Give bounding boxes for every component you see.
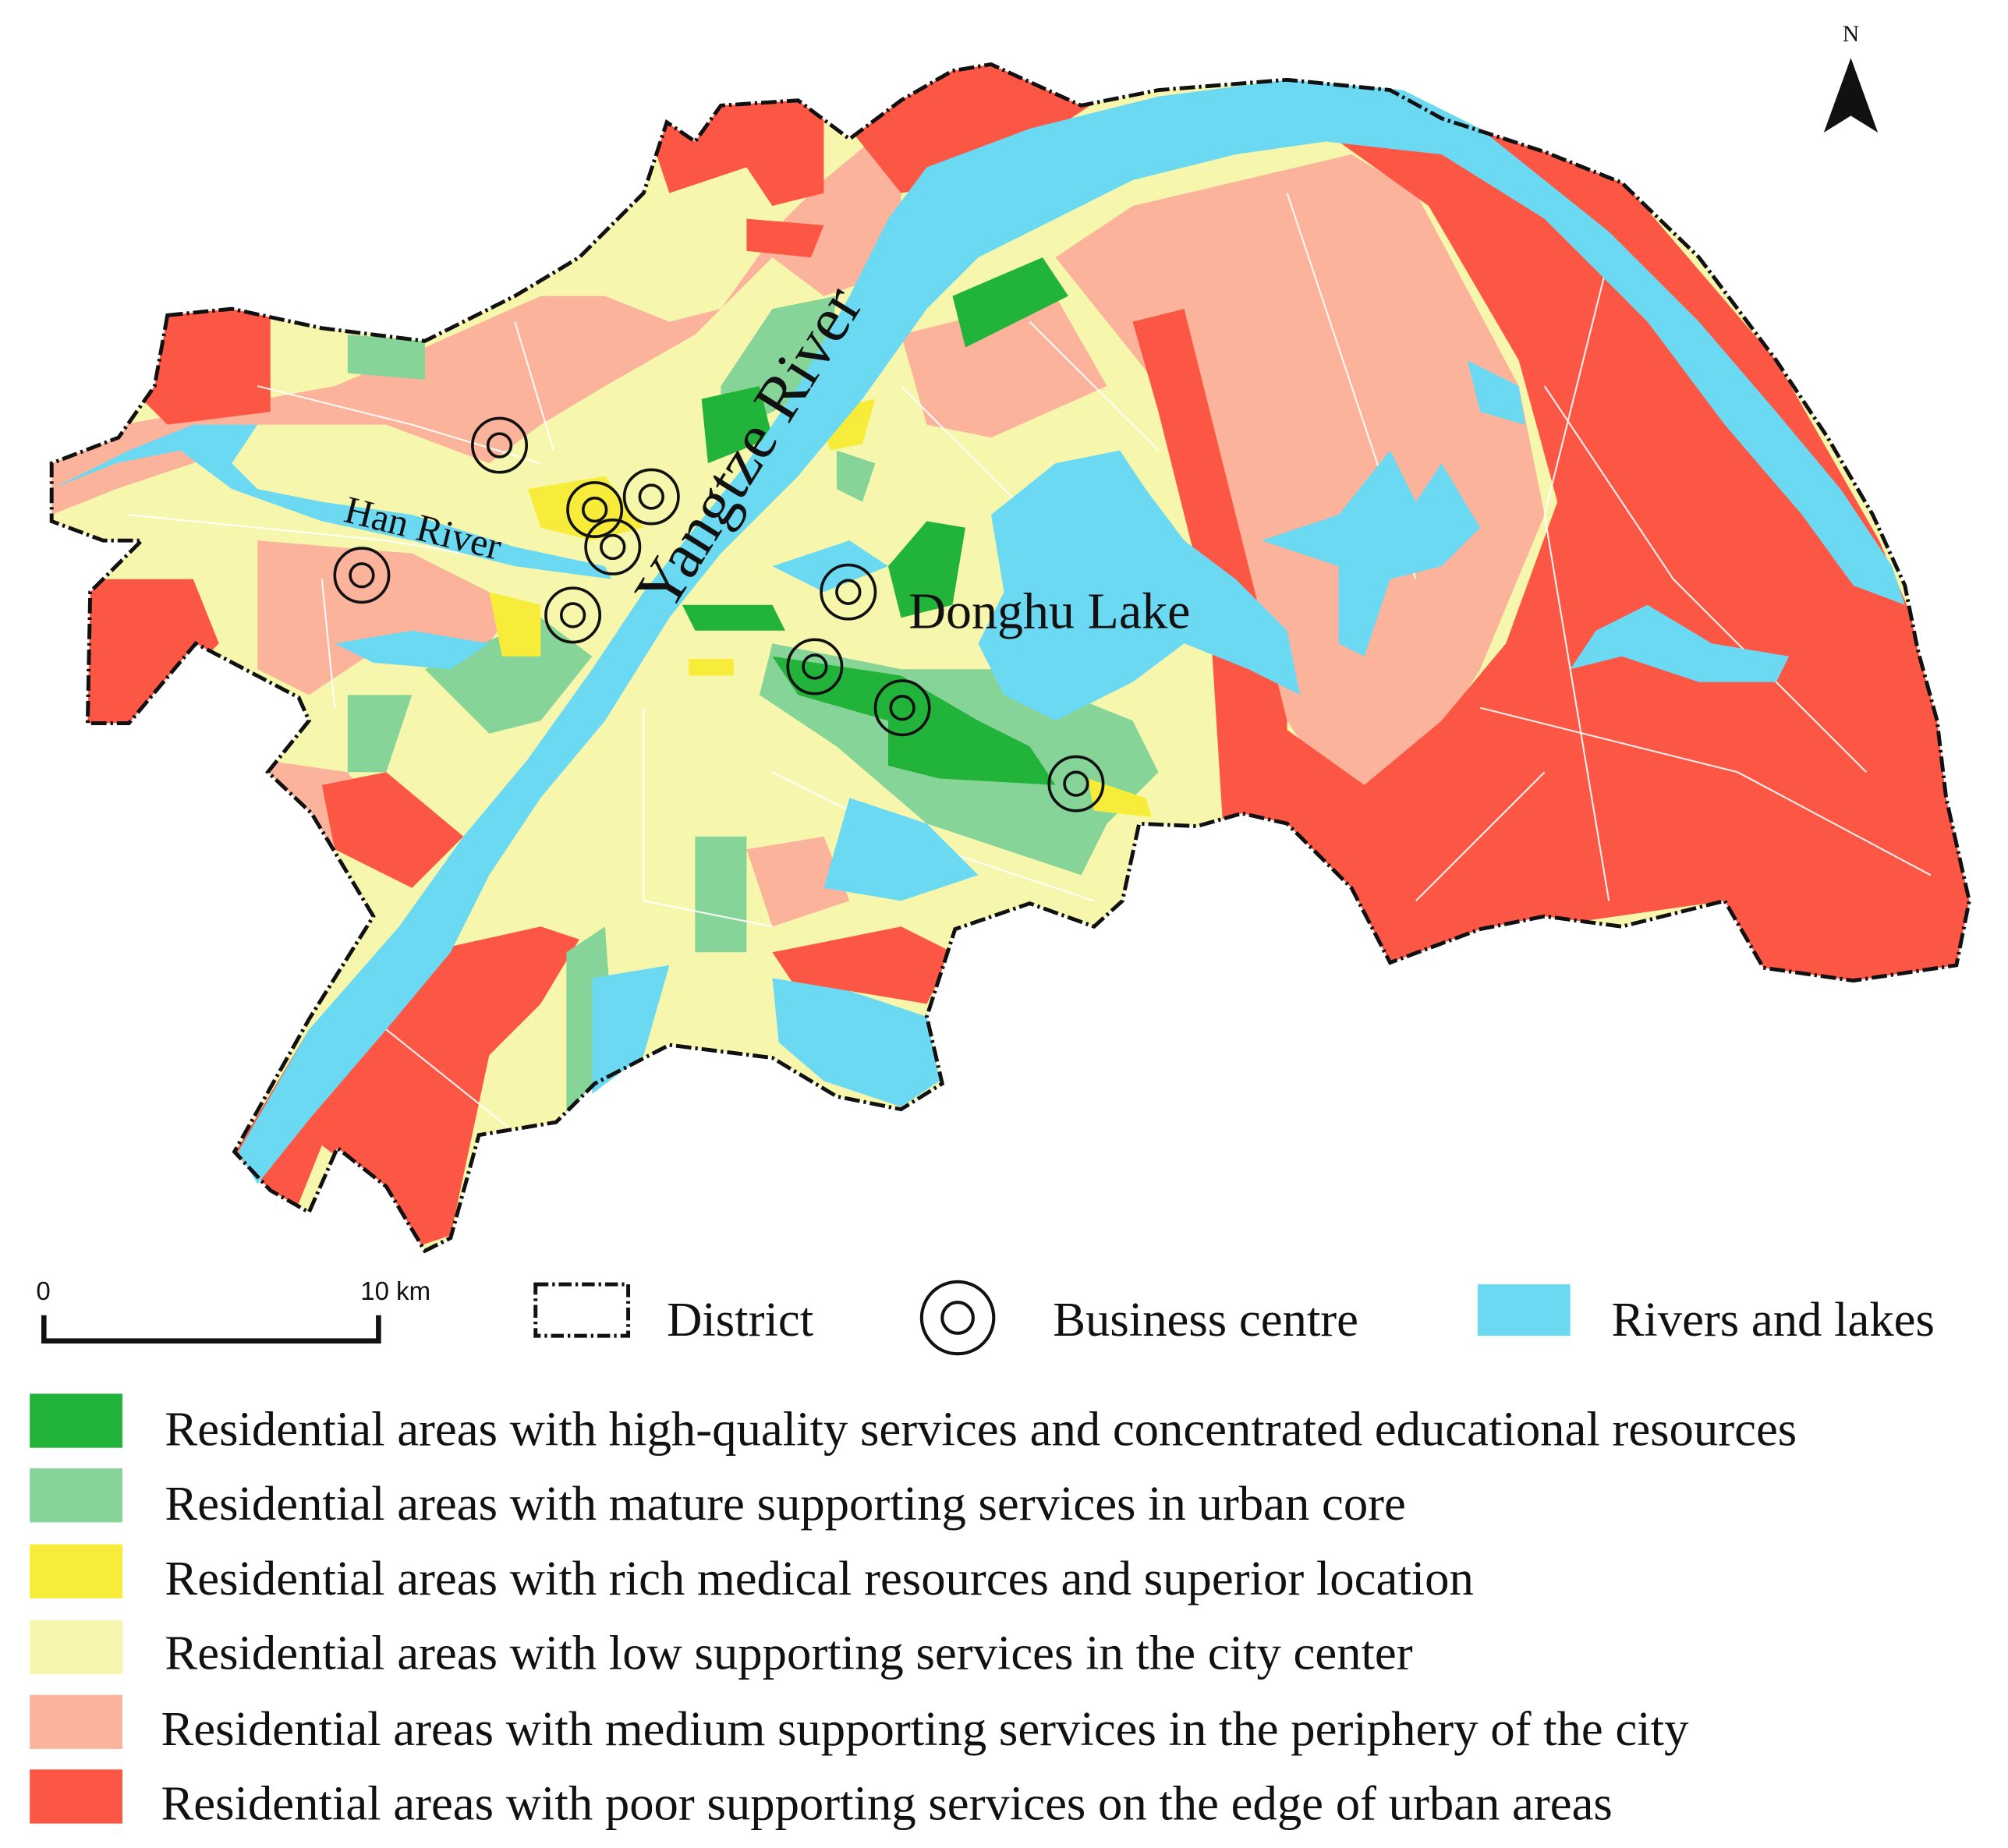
lake-east (1261, 450, 1481, 657)
legend-item: Residential areas with poor supporting s… (30, 1769, 1613, 1831)
lake-south-2 (772, 978, 940, 1107)
business-centre-marker (566, 481, 624, 539)
business-centre-marker (873, 679, 931, 737)
lake-east-2 (1467, 360, 1525, 425)
district-swatch (533, 1282, 631, 1338)
area-medium-west (257, 540, 515, 696)
district-legend-label: District (667, 1292, 814, 1347)
area-poor-west (129, 296, 271, 425)
business-centre-marker (584, 518, 642, 575)
legend-label: Residential areas with medium supporting… (161, 1701, 1689, 1756)
area-mature-west-2 (347, 695, 413, 773)
legend-label: Residential areas with high-quality serv… (165, 1401, 1797, 1456)
north-label: N (1843, 22, 1859, 47)
lake-small-1 (772, 540, 888, 593)
area-mature-small (836, 450, 876, 502)
donghu-lake-label: Donghu Lake (908, 582, 1190, 639)
legend-swatch (30, 1620, 122, 1675)
legend-label: Residential areas with low supporting se… (165, 1626, 1412, 1680)
scale-start-label: 0 (36, 1276, 50, 1305)
legend-swatch (30, 1769, 122, 1824)
legend-item: Residential areas with medium supporting… (30, 1694, 1689, 1756)
area-high-center (682, 604, 785, 631)
scale-end-label: 10 km (360, 1276, 430, 1305)
area-mature-south-center (695, 836, 747, 953)
water-swatch (1477, 1284, 1571, 1336)
north-arrow-icon (1823, 58, 1879, 133)
rivers-and-lakes (51, 80, 1905, 1184)
lake-south (823, 798, 979, 901)
business-centre-marker (471, 416, 529, 474)
donghu-lake (978, 450, 1301, 721)
area-poor-south-center (772, 926, 953, 1004)
legend-symbols: District Business centre Rivers and lake… (533, 1280, 1935, 1356)
area-poor-far-west (77, 579, 219, 734)
legend-swatch (30, 1694, 122, 1749)
business-centre-icon (919, 1280, 996, 1356)
scale-bar: 0 10 km (36, 1276, 430, 1344)
business-centre-marker (786, 638, 844, 696)
legend-swatch (30, 1393, 122, 1448)
legend-classes: Residential areas with high-quality serv… (30, 1393, 1797, 1831)
water-legend-label: Rivers and lakes (1611, 1292, 1934, 1347)
area-high-southeast (772, 656, 1056, 785)
business-centre-marker (622, 468, 680, 526)
area-poor-southwest (321, 772, 464, 888)
legend-label: Residential areas with mature supporting… (165, 1476, 1405, 1531)
area-poor-northeast (849, 64, 1095, 193)
area-poor-south (232, 926, 579, 1248)
lake-far-east (1570, 604, 1790, 682)
area-high-north (952, 257, 1069, 348)
legend-item: Residential areas with rich medical reso… (30, 1544, 1474, 1605)
legend-item: Residential areas with mature supporting… (30, 1468, 1406, 1531)
area-medium-south (746, 836, 850, 927)
business-centre-marker (333, 547, 391, 604)
area-medium-northwest (51, 115, 901, 515)
area-mature-west (424, 618, 593, 734)
legend-item: Residential areas with low supporting se… (30, 1620, 1413, 1680)
lake-west (335, 630, 490, 670)
area-poor-north-small (746, 218, 824, 258)
legend-label: Residential areas with rich medical reso… (165, 1551, 1473, 1605)
area-high-core (701, 386, 773, 464)
lake-south-3 (592, 965, 670, 1094)
business-centre-marker (544, 586, 602, 644)
business-centre-marker (820, 563, 877, 621)
area-mature-northwest (347, 335, 425, 380)
area-high-east (887, 521, 965, 618)
legend-label: Residential areas with poor supporting s… (161, 1776, 1612, 1831)
area-medium-center-east (901, 296, 1107, 438)
legend-item: Residential areas with high-quality serv… (30, 1393, 1797, 1456)
business-legend-label: Business centre (1053, 1292, 1358, 1347)
business-centres (333, 416, 1105, 812)
area-medical-center (689, 659, 734, 676)
han-river (51, 424, 612, 579)
north-arrow: N (1823, 22, 1879, 133)
area-medical-west (489, 592, 541, 657)
scale-bar-line (41, 1315, 381, 1344)
business-centre-marker (1047, 755, 1105, 812)
area-poor-east (1274, 103, 1970, 991)
legend-swatch (30, 1468, 122, 1523)
legend-swatch (30, 1544, 122, 1598)
